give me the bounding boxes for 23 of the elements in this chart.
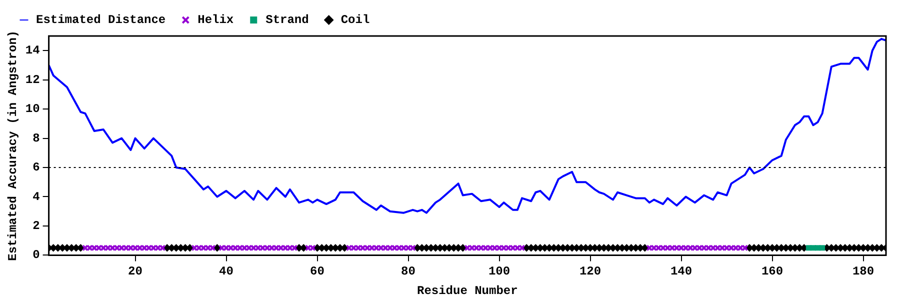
y-axis-title: Estimated Accuracy (in Angstron) xyxy=(6,30,20,261)
x-tick-label: 80 xyxy=(401,264,416,278)
y-tick-label: 6 xyxy=(32,160,40,175)
y-tick-label: 8 xyxy=(32,131,40,146)
y-tick-label: 12 xyxy=(25,72,40,87)
x-tick-label: 20 xyxy=(128,264,142,278)
y-tick-label: 0 xyxy=(32,248,40,262)
legend-label: Coil xyxy=(340,13,370,28)
x-tick-label: 100 xyxy=(488,264,510,278)
legend-label: Strand xyxy=(266,13,309,28)
legend-label: Estimated Distance xyxy=(36,13,166,28)
x-tick-label: 180 xyxy=(852,264,874,278)
x-axis-title: Residue Number xyxy=(416,284,518,298)
y-tick-label: 14 xyxy=(25,44,40,58)
x-tick-label: 140 xyxy=(670,264,692,278)
x-tick-label: 60 xyxy=(310,264,324,278)
y-tick-label: 4 xyxy=(32,190,40,204)
y-tick-label: 2 xyxy=(32,218,40,233)
x-tick-label: 160 xyxy=(761,264,784,278)
x-tick-label: 40 xyxy=(219,264,234,278)
legend-label: Helix xyxy=(198,13,234,28)
y-tick-label: 10 xyxy=(25,102,40,116)
x-tick-label: 120 xyxy=(579,264,602,278)
